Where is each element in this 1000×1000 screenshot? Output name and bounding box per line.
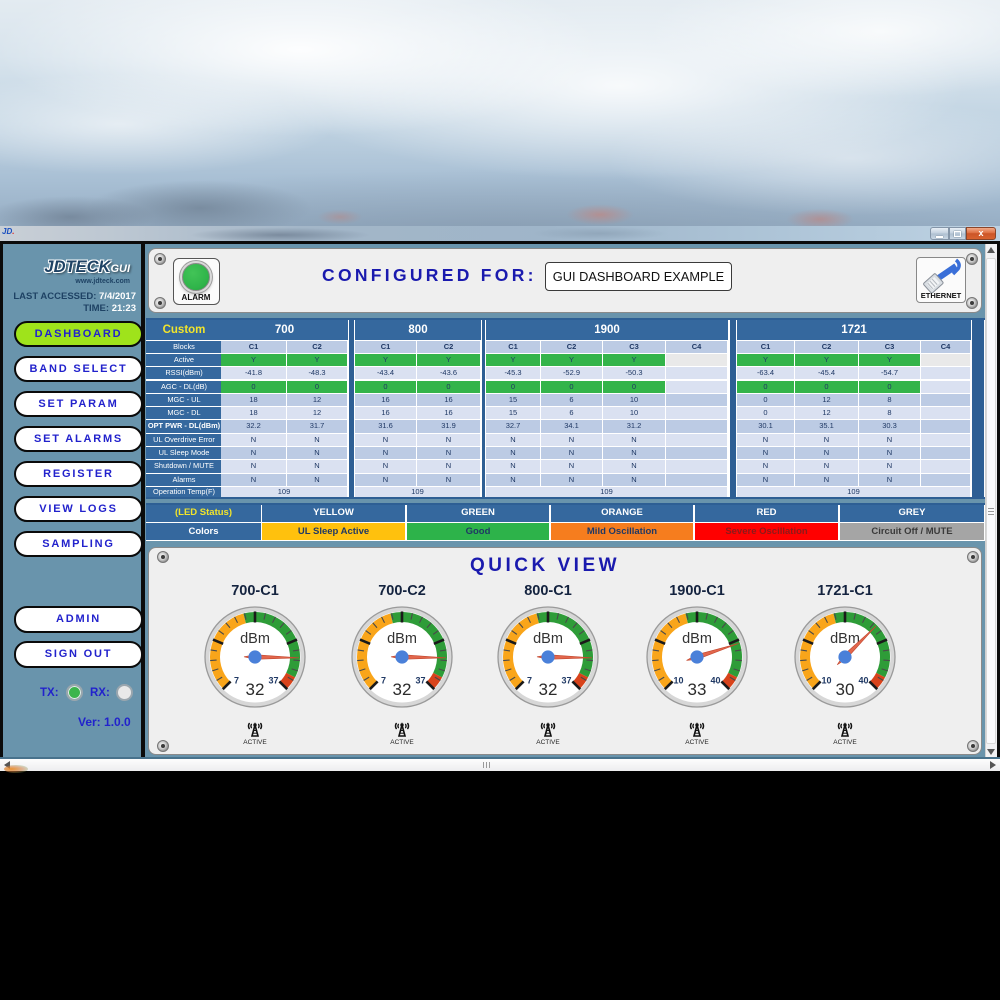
svg-text:30: 30 bbox=[836, 680, 855, 699]
svg-text:37: 37 bbox=[268, 675, 278, 685]
svg-text:7: 7 bbox=[527, 675, 532, 685]
svg-text:40: 40 bbox=[710, 675, 720, 685]
svg-text:37: 37 bbox=[415, 675, 425, 685]
svg-text:dBm: dBm bbox=[240, 631, 270, 647]
svg-text:10: 10 bbox=[673, 675, 683, 685]
svg-text:dBm: dBm bbox=[533, 631, 563, 647]
svg-text:40: 40 bbox=[858, 675, 868, 685]
svg-text:7: 7 bbox=[234, 675, 239, 685]
svg-text:7: 7 bbox=[381, 675, 386, 685]
svg-text:33: 33 bbox=[688, 680, 707, 699]
svg-text:32: 32 bbox=[393, 680, 412, 699]
svg-text:dBm: dBm bbox=[830, 631, 860, 647]
svg-text:dBm: dBm bbox=[682, 631, 712, 647]
svg-text:dBm: dBm bbox=[387, 631, 417, 647]
svg-text:10: 10 bbox=[821, 675, 831, 685]
svg-text:32: 32 bbox=[539, 680, 558, 699]
svg-text:32: 32 bbox=[246, 680, 265, 699]
svg-text:37: 37 bbox=[561, 675, 571, 685]
